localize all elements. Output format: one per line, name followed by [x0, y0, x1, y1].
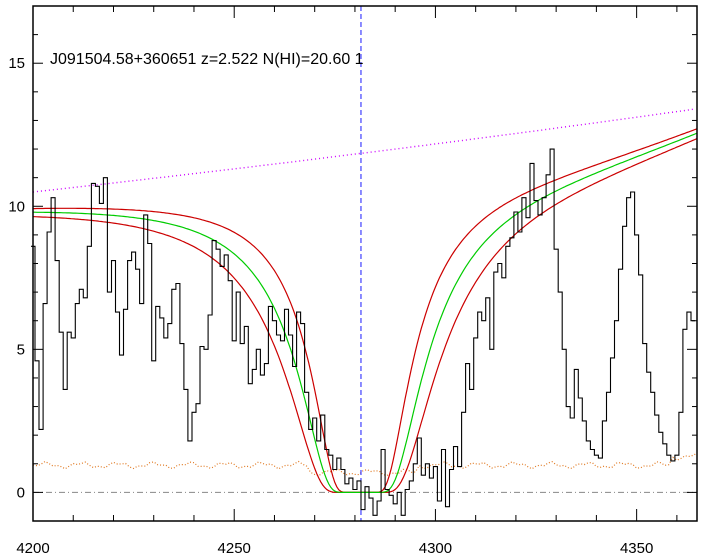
axes: 4200 4250 4300 4350 0 5 10 15	[8, 5, 698, 556]
x-tick-label: 4200	[16, 540, 49, 556]
flux-spectrum-line	[31, 148, 695, 516]
data-layer	[31, 6, 698, 521]
x-tick-label: 4250	[218, 540, 251, 556]
y-tick-label: 15	[8, 55, 25, 72]
x-tick-label: 4350	[620, 540, 653, 556]
continuum-line	[32, 108, 694, 193]
y-tick-label: 5	[17, 341, 25, 358]
x-tick-label: 4300	[419, 540, 452, 556]
y-tick-label: 0	[17, 484, 25, 501]
chart-title: J091504.58+360651 z=2.522 N(HI)=20.60 1	[50, 51, 364, 68]
y-tick-label: 10	[8, 198, 25, 215]
